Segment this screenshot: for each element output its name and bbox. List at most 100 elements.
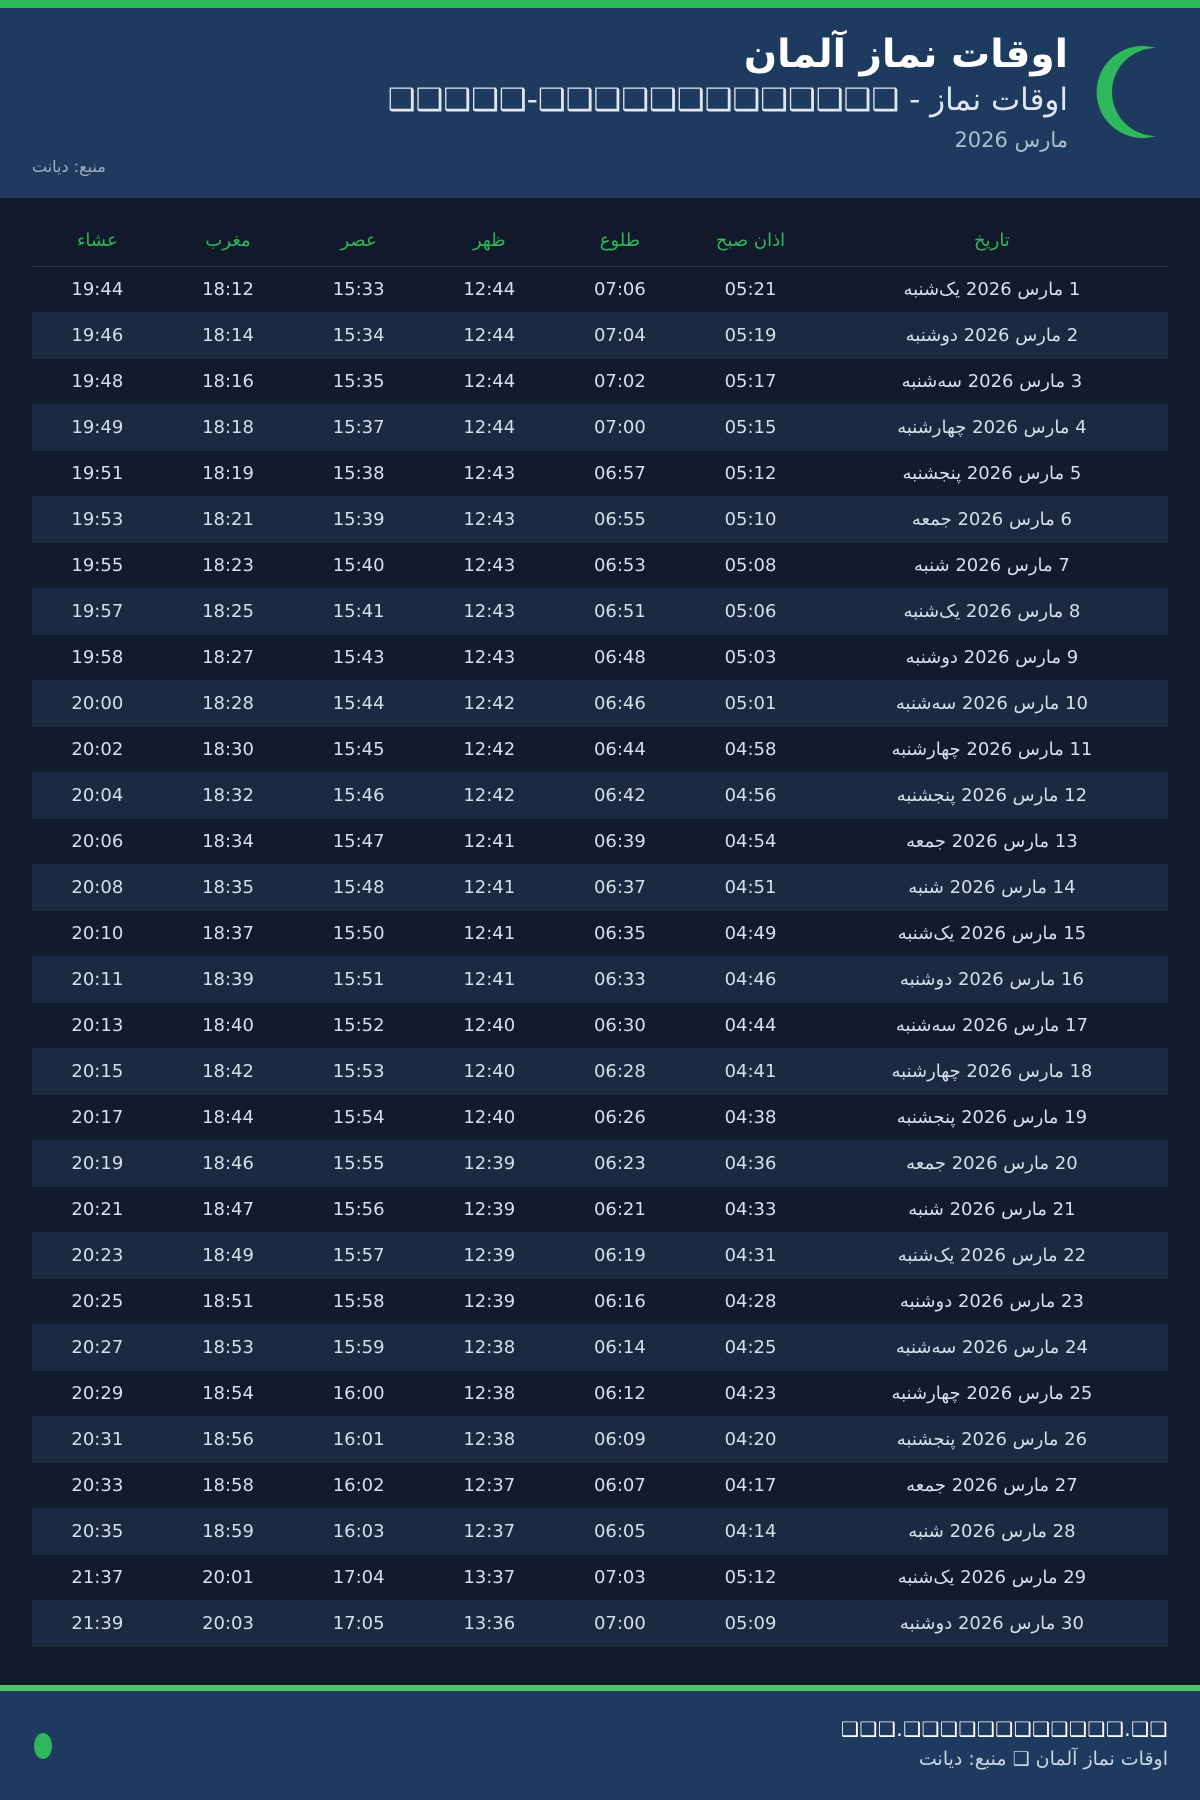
cell-dhuhr: 12:41 [423,956,555,1003]
cell-maghrib: 18:12 [162,266,294,313]
cell-asr: 17:04 [293,1554,424,1601]
column-header-date[interactable]: تاریخ [815,216,1168,267]
cell-date: 13 مارس 2026 جمعه [815,818,1168,865]
cell-asr: 15:52 [293,1002,424,1049]
cell-asr: 16:02 [293,1462,424,1509]
cell-isha: 19:58 [32,634,163,681]
cell-sunrise: 06:30 [554,1002,686,1049]
table-row[interactable]: 5 مارس 2026 پنجشنبه 05:12 06:57 12:43 15:38 1… [32,450,1168,497]
table-row[interactable]: 12 مارس 2026 پنجشنبه 04:56 06:42 12:42 15:46… [32,772,1168,819]
page-title: اوقات نماز آلمان [743,32,1068,77]
table-row[interactable]: 20 مارس 2026 جمعه 04:36 06:23 12:39 15:55 18:… [32,1140,1168,1187]
table-row[interactable]: 8 مارس 2026 یک‌شنبه 05:06 06:51 12:43 15:41 1… [32,588,1168,635]
cell-fajr: 05:19 [685,312,816,359]
cell-maghrib: 18:27 [162,634,294,681]
cell-sunrise: 06:23 [554,1140,686,1187]
cell-date: 20 مارس 2026 جمعه [815,1140,1168,1187]
cell-fajr: 04:49 [685,910,816,957]
cell-dhuhr: 12:40 [423,1048,555,1095]
cell-asr: 16:00 [293,1370,424,1417]
table-row[interactable]: 3 مارس 2026 سه‌شنبه 05:17 07:02 12:44 15:35 1… [32,358,1168,405]
table-row[interactable]: 28 مارس 2026 شنبه 04:14 06:05 12:37 16:03 18:… [32,1508,1168,1555]
table-row[interactable]: 10 مارس 2026 سه‌شنبه 05:01 06:46 12:42 15:44… [32,680,1168,727]
column-header-dhuhr[interactable]: ظهر [423,216,555,267]
cell-sunrise: 06:44 [554,726,686,773]
cell-isha: 19:48 [32,358,163,405]
table-row[interactable]: 30 مارس 2026 دوشنبه 05:09 07:00 13:36 17:05 2… [32,1600,1168,1647]
table-body: 1 مارس 2026 یک‌شنبه 05:21 07:06 12:44 15:33 1… [32,266,1168,1647]
cell-isha: 20:15 [32,1048,163,1095]
table-row[interactable]: 25 مارس 2026 چهارشنبه 04:23 06:12 12:38 16:0… [32,1370,1168,1417]
table-row[interactable]: 26 مارس 2026 پنجشنبه 04:20 06:09 12:38 16:01… [32,1416,1168,1463]
table-row[interactable]: 9 مارس 2026 دوشنبه 05:03 06:48 12:43 15:43 18… [32,634,1168,681]
cell-sunrise: 06:07 [554,1462,686,1509]
cell-fajr: 05:08 [685,542,816,589]
cell-maghrib: 18:44 [162,1094,294,1141]
cell-fajr: 04:36 [685,1140,816,1187]
cell-dhuhr: 12:44 [423,266,555,313]
table-row[interactable]: 17 مارس 2026 سه‌شنبه 04:44 06:30 12:40 15:52… [32,1002,1168,1049]
table-row[interactable]: 19 مارس 2026 پنجشنبه 04:38 06:26 12:40 15:54… [32,1094,1168,1141]
cell-fajr: 04:25 [685,1324,816,1371]
column-header-sunrise[interactable]: طلوع [554,216,686,267]
cell-fajr: 05:21 [685,266,816,313]
table-row[interactable]: 11 مارس 2026 چهارشنبه 04:58 06:44 12:42 15:4… [32,726,1168,773]
cell-isha: 21:39 [32,1600,163,1647]
cell-fajr: 04:56 [685,772,816,819]
column-header-asr[interactable]: عصر [293,216,424,267]
cell-asr: 15:35 [293,358,424,405]
table-row[interactable]: 7 مارس 2026 شنبه 05:08 06:53 12:43 15:40 18:2… [32,542,1168,589]
cell-fajr: 05:10 [685,496,816,543]
cell-asr: 17:05 [293,1600,424,1647]
table-row[interactable]: 16 مارس 2026 دوشنبه 04:46 06:33 12:41 15:51 1… [32,956,1168,1003]
table-row[interactable]: 1 مارس 2026 یک‌شنبه 05:21 07:06 12:44 15:33 1… [32,266,1168,313]
cell-date: 12 مارس 2026 پنجشنبه [815,772,1168,819]
table-row[interactable]: 14 مارس 2026 شنبه 04:51 06:37 12:41 15:48 18:… [32,864,1168,911]
cell-date: 8 مارس 2026 یک‌شنبه [815,588,1168,635]
column-header-maghrib[interactable]: مغرب [162,216,294,267]
cell-date: 6 مارس 2026 جمعه [815,496,1168,543]
cell-maghrib: 18:37 [162,910,294,957]
table-row[interactable]: 4 مارس 2026 چهارشنبه 05:15 07:00 12:44 15:37… [32,404,1168,451]
cell-isha: 20:33 [32,1462,163,1509]
cell-isha: 19:55 [32,542,163,589]
cell-asr: 15:33 [293,266,424,313]
table-row[interactable]: 29 مارس 2026 یک‌شنبه 05:12 07:03 13:37 17:04… [32,1554,1168,1601]
column-header-isha[interactable]: عشاء [32,216,163,267]
cell-dhuhr: 12:44 [423,312,555,359]
cell-sunrise: 06:12 [554,1370,686,1417]
cell-sunrise: 06:16 [554,1278,686,1325]
cell-date: 11 مارس 2026 چهارشنبه [815,726,1168,773]
table-row[interactable]: 27 مارس 2026 جمعه 04:17 06:07 12:37 16:02 18:… [32,1462,1168,1509]
cell-sunrise: 06:28 [554,1048,686,1095]
footer-site-url[interactable]: ❑❑❑.❑❑❑❑❑❑❑❑❑❑❑❑.❑❑ [840,1717,1168,1741]
cell-date: 19 مارس 2026 پنجشنبه [815,1094,1168,1141]
table-row[interactable]: 13 مارس 2026 جمعه 04:54 06:39 12:41 15:47 18:… [32,818,1168,865]
cell-fajr: 04:38 [685,1094,816,1141]
cell-maghrib: 18:59 [162,1508,294,1555]
table-row[interactable]: 6 مارس 2026 جمعه 05:10 06:55 12:43 15:39 18:2… [32,496,1168,543]
table-row[interactable]: 21 مارس 2026 شنبه 04:33 06:21 12:39 15:56 18:… [32,1186,1168,1233]
cell-asr: 15:47 [293,818,424,865]
table-row[interactable]: 15 مارس 2026 یک‌شنبه 04:49 06:35 12:41 15:50… [32,910,1168,957]
table-row[interactable]: 23 مارس 2026 دوشنبه 04:28 06:16 12:39 15:58 1… [32,1278,1168,1325]
cell-fajr: 04:14 [685,1508,816,1555]
cell-date: 21 مارس 2026 شنبه [815,1186,1168,1233]
cell-isha: 20:13 [32,1002,163,1049]
cell-isha: 20:00 [32,680,163,727]
cell-isha: 19:57 [32,588,163,635]
table-row[interactable]: 22 مارس 2026 یک‌شنبه 04:31 06:19 12:39 15:57… [32,1232,1168,1279]
cell-dhuhr: 12:41 [423,818,555,865]
cell-dhuhr: 12:37 [423,1508,555,1555]
column-header-fajr[interactable]: اذان صبح [685,216,816,267]
page-header: اوقات نماز آلمان اوقات نماز - ❑❑❑❑❑❑❑❑❑❑… [0,8,1200,198]
cell-sunrise: 06:51 [554,588,686,635]
table-header-row: تاریخ اذان صبح طلوع ظهر عصر مغرب عشاء [32,216,1168,267]
table-row[interactable]: 24 مارس 2026 سه‌شنبه 04:25 06:14 12:38 15:59… [32,1324,1168,1371]
table-row[interactable]: 2 مارس 2026 دوشنبه 05:19 07:04 12:44 15:34 18… [32,312,1168,359]
top-accent-bar [0,0,1200,8]
table-row[interactable]: 18 مارس 2026 چهارشنبه 04:41 06:28 12:40 15:5… [32,1048,1168,1095]
cell-asr: 15:45 [293,726,424,773]
cell-asr: 15:44 [293,680,424,727]
